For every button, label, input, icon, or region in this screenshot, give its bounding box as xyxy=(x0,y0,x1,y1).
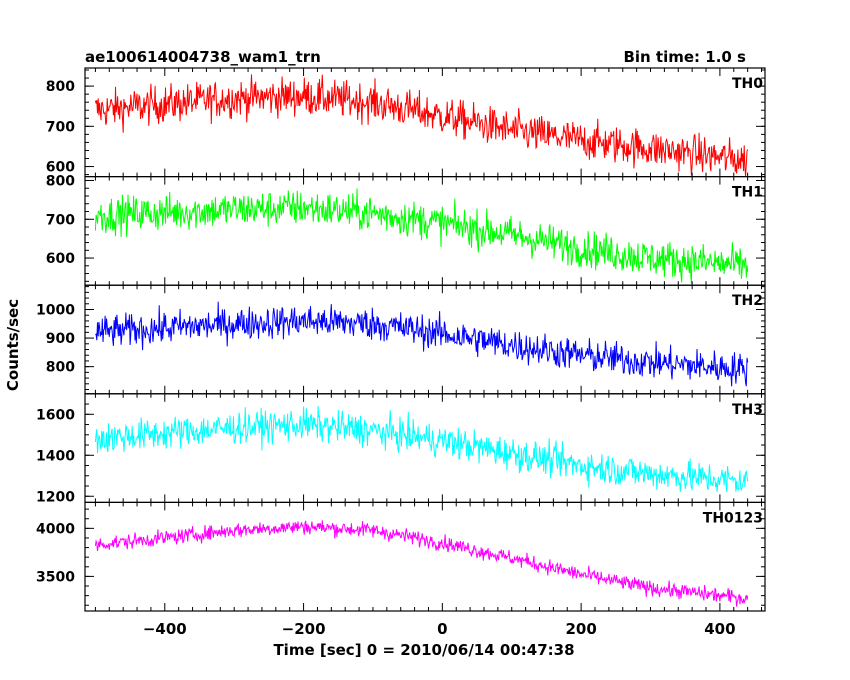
y-tick-label: 600 xyxy=(46,251,75,267)
x-tick-label: −400 xyxy=(143,620,187,638)
series-line-th2 xyxy=(95,301,749,387)
x-tick-label: 0 xyxy=(437,620,447,638)
y-tick-label: 700 xyxy=(46,212,75,228)
x-axis: −400 −200 0 200 400 xyxy=(143,620,736,638)
x-tick-label: 400 xyxy=(704,620,735,638)
panel-th0: 600 700 800 TH0 xyxy=(46,67,766,178)
series-line-th3 xyxy=(94,405,749,493)
series-line-th1 xyxy=(94,188,749,284)
y-tick-label: 4000 xyxy=(36,521,75,537)
bin-time-label: Bin time: 1.0 s xyxy=(623,48,746,66)
panel-label-th3: TH3 xyxy=(732,402,763,418)
panels-group: 600 700 800 TH0 600 700 800 TH1 800 900 1000 TH2 120… xyxy=(36,67,766,612)
panel-label-th0: TH0 xyxy=(732,76,763,92)
y-tick-label: 1600 xyxy=(36,407,75,423)
y-tick-label: 800 xyxy=(46,79,75,95)
x-tick-label: −200 xyxy=(282,620,326,638)
y-tick-label: 1400 xyxy=(36,448,75,464)
panel-th0123: 3500 4000 TH0123 xyxy=(36,501,766,612)
series-line-th0 xyxy=(94,74,749,177)
y-tick-label: 1000 xyxy=(36,302,75,318)
y-tick-label: 800 xyxy=(46,360,75,376)
panel-label-th1: TH1 xyxy=(732,185,763,201)
y-tick-label: 3500 xyxy=(36,569,75,585)
y-axis-label: Counts/sec xyxy=(4,299,22,391)
panel-frame xyxy=(84,393,766,503)
y-tick-label: 800 xyxy=(46,173,75,189)
y-tick-label: 700 xyxy=(46,119,75,135)
panel-th3: 1200 1400 1600 TH3 xyxy=(36,393,766,505)
y-tick-label: 1200 xyxy=(36,489,75,505)
x-tick-label: 200 xyxy=(565,620,596,638)
y-tick-label: 600 xyxy=(46,160,75,176)
panel-label-th2: TH2 xyxy=(732,293,763,309)
chart-title: ae100614004738_wam1_trn xyxy=(85,48,321,66)
y-tick-label: 900 xyxy=(46,331,75,347)
panel-label-th0123: TH0123 xyxy=(703,510,763,526)
series-line-th0123 xyxy=(94,520,749,607)
panel-th2: 800 900 1000 TH2 xyxy=(36,284,766,395)
panel-frame xyxy=(84,501,766,612)
panel-th1: 600 700 800 TH1 xyxy=(46,173,766,286)
x-axis-label: Time [sec] 0 = 2010/06/14 00:47:38 xyxy=(273,641,574,659)
